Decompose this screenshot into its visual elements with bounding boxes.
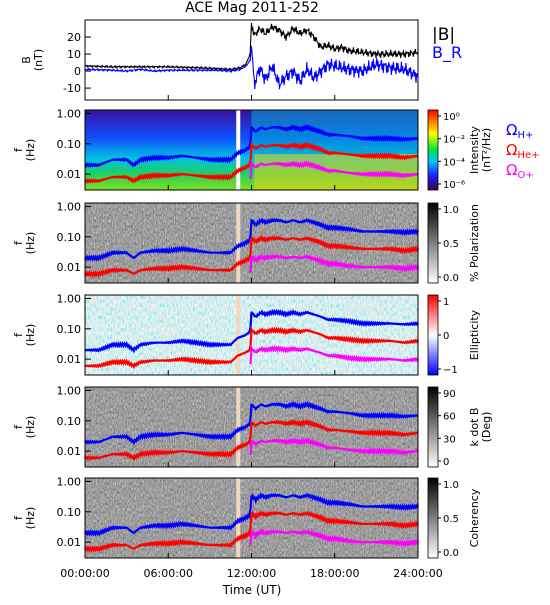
- colorbar-label: k dot B(Deg): [468, 408, 493, 447]
- gyro-hplus: [84, 217, 419, 262]
- f-ytick-label: 0.10: [57, 323, 82, 336]
- f-ylabel: f(Hz): [12, 139, 37, 162]
- gyro-heplus: [84, 140, 419, 184]
- f-ylabel: f(Hz): [12, 324, 37, 347]
- f-ytick-label: 1.00: [57, 292, 82, 305]
- b-ytick-label: 10: [67, 48, 81, 61]
- gyro-oplus: [249, 528, 419, 547]
- spectrogram-active: [251, 110, 418, 154]
- b-ytick-label: 20: [67, 31, 81, 44]
- x-tick-label: 12:00:00: [227, 567, 276, 580]
- gyro-hplus: [84, 400, 419, 446]
- x-axis-label: Time (UT): [222, 583, 282, 597]
- panel-3: 1.00 0.10 0.01 f(Hz) 1 0 −1 Ellipticity: [12, 292, 481, 376]
- data-gap: [236, 110, 241, 190]
- legend-b-magnitude: |B|: [432, 25, 455, 45]
- colorbar-tick-label: 1.0: [443, 205, 459, 216]
- colorbar: [427, 294, 439, 376]
- b-ylabel: B(nT): [20, 49, 45, 71]
- f-ytick-label: 0.01: [57, 536, 82, 549]
- b-ytick-label: -10: [63, 82, 81, 95]
- colorbar-label: Coherency: [468, 488, 481, 547]
- gyro-oplus: [249, 253, 419, 273]
- chart-title: ACE Mag 2011-252: [185, 0, 319, 16]
- x-tick-label: 18:00:00: [310, 567, 359, 580]
- data-gap: [236, 203, 241, 283]
- f-ytick-label: 0.10: [57, 231, 82, 244]
- data-gap: [236, 478, 241, 558]
- f-ytick-label: 1.00: [57, 107, 82, 120]
- f-ylabel: f(Hz): [12, 232, 37, 255]
- colorbar: [427, 386, 439, 468]
- f-ytick-label: 0.01: [57, 353, 82, 366]
- gyro-heplus: [84, 418, 419, 462]
- colorbar-tick-label: 1: [443, 297, 449, 308]
- colorbar-tick-label: 1.0: [443, 480, 459, 491]
- b-ytick-label: 0: [74, 65, 81, 78]
- f-ytick-label: 0.10: [57, 506, 82, 519]
- panel-1: 1.00 0.10 0.01 f(Hz) 10⁰ 10⁻² 10⁻⁴ 10⁻⁶Intensit…: [12, 107, 493, 191]
- panel-2: 1.00 0.10 0.01 f(Hz) 1.0 0.5 0.0 % Polarization: [12, 200, 481, 284]
- colorbar-tick-label: 0.0: [443, 548, 459, 559]
- f-ylabel: f(Hz): [12, 507, 37, 530]
- figure-content: ACE Mag 2011-252-1001020B(nT)|B|B_R1.000…: [12, 0, 540, 597]
- f-ytick-label: 0.10: [57, 415, 82, 428]
- colorbar-tick-label: 10⁻⁴: [443, 157, 465, 168]
- colorbar-tick-label: 0: [443, 457, 449, 468]
- colorbar: [427, 109, 439, 191]
- colorbar-tick-label: 10⁰: [443, 112, 460, 123]
- colorbar-tick-label: 0: [443, 331, 449, 342]
- colorbar-label: Intensity(nT²/Hz): [468, 126, 493, 174]
- f-ytick-label: 0.01: [57, 168, 82, 181]
- panel-4: 1.00 0.10 0.01 f(Hz) 90 60 30 0 k dot B(Deg): [12, 384, 493, 468]
- f-ytick-label: 0.01: [57, 445, 82, 458]
- panel-5: 1.00 0.10 0.01 f(Hz) 1.0 0.5 0.0 Coherency: [12, 475, 481, 559]
- legend-gyro-2: ΩO+: [506, 161, 534, 181]
- b-series-magnitude: [84, 22, 419, 71]
- f-ytick-label: 1.00: [57, 475, 82, 488]
- legend-b-radial: B_R: [432, 43, 462, 63]
- colorbar: [427, 202, 439, 284]
- colorbar: [427, 477, 439, 559]
- f-ytick-label: 1.00: [57, 384, 82, 397]
- gyro-hplus: [84, 308, 419, 354]
- gyro-heplus: [84, 234, 420, 278]
- gyro-heplus: [84, 325, 419, 370]
- gyro-oplus: [249, 344, 419, 364]
- colorbar-tick-label: −1: [443, 365, 458, 376]
- colorbar-tick-label: 0.5: [443, 514, 459, 525]
- data-gap: [236, 295, 241, 375]
- gyro-hplus: [84, 492, 419, 537]
- legend-gyro-1: ΩHe+: [506, 141, 540, 161]
- f-ytick-label: 0.10: [57, 138, 82, 151]
- colorbar-label: Ellipticity: [468, 309, 481, 360]
- colorbar-tick-label: 10⁻⁶: [443, 180, 465, 191]
- b-series-radial: [84, 46, 419, 90]
- colorbar-tick-label: 90: [443, 389, 456, 400]
- gyro-hplus: [84, 123, 419, 169]
- colorbar-label: % Polarization: [468, 204, 481, 282]
- gyro-oplus: [249, 158, 419, 180]
- f-ylabel: f(Hz): [12, 416, 37, 439]
- colorbar-tick-label: 10⁻²: [443, 135, 465, 146]
- x-tick-label: 24:00:00: [393, 567, 442, 580]
- gyro-oplus: [249, 437, 419, 455]
- f-ytick-label: 0.01: [57, 261, 82, 274]
- x-tick-label: 06:00:00: [144, 567, 193, 580]
- x-tick-label: 00:00:00: [60, 567, 109, 580]
- colorbar-tick-label: 30: [443, 434, 456, 445]
- gyro-heplus: [84, 509, 419, 553]
- colorbar-tick-label: 0.5: [443, 239, 459, 250]
- legend-gyro-0: ΩH+: [506, 121, 533, 141]
- f-ytick-label: 1.00: [57, 200, 82, 213]
- data-gap: [236, 387, 241, 467]
- colorbar-tick-label: 0.0: [443, 273, 459, 284]
- colorbar-tick-label: 60: [443, 412, 456, 423]
